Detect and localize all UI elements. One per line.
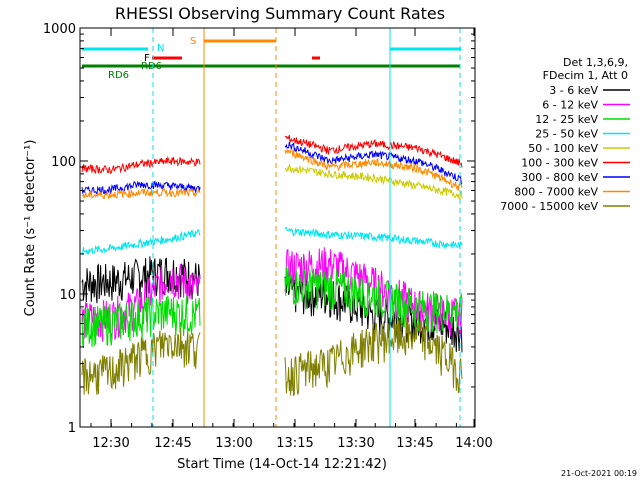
- series-line-8: [284, 318, 463, 397]
- legend-entry-label: 50 - 100 keV: [528, 142, 598, 155]
- legend-header: Det 1,3,6,9,: [563, 56, 628, 69]
- series-line-2: [284, 266, 463, 334]
- y-tick-label: 100: [51, 155, 76, 170]
- series-line-6: [81, 180, 201, 196]
- legend-entry-label: 800 - 7000 keV: [514, 186, 598, 199]
- time-markers: [152, 28, 461, 427]
- series-line-5: [81, 155, 201, 175]
- y-tick-label: 1000: [43, 22, 76, 37]
- flag-bars: NF S RD6 RD6: [82, 36, 461, 81]
- x-tick-label: 13:45: [396, 436, 433, 451]
- legend: Det 1,3,6,9,FDecim 1, Att 0 3 - 6 keV 6 - …: [500, 56, 630, 213]
- series-line-7: [81, 187, 201, 200]
- flag-label-f: F: [144, 53, 150, 64]
- legend-entry-label: 3 - 6 keV: [549, 84, 598, 97]
- series-line-7: [284, 148, 463, 191]
- series-line-3: [81, 229, 201, 256]
- series-line-2: [81, 295, 201, 349]
- y-tick-label: 1: [68, 421, 76, 436]
- data-layer: [81, 134, 463, 397]
- series-line-3: [284, 226, 463, 250]
- series-line-0: [81, 256, 201, 304]
- x-tick-label: 14:00: [455, 436, 492, 451]
- legend-entry-label: 100 - 300 keV: [521, 157, 598, 170]
- axes: 1 10 100 1000 12:30 12:45 13:00 13:15 13:30 13:45…: [43, 22, 493, 451]
- series-line-6: [284, 141, 463, 185]
- legend-entry-label: 7000 - 15000 keV: [500, 200, 598, 213]
- series-line-0: [284, 274, 463, 353]
- series-line-5: [284, 134, 463, 168]
- footer-timestamp: 21-Oct-2021 00:19: [561, 469, 637, 478]
- x-tick-label: 12:30: [92, 436, 129, 451]
- series-line-8: [81, 328, 201, 395]
- flag-label-n: N: [157, 43, 164, 54]
- chart-title: RHESSI Observing Summary Count Rates: [115, 4, 445, 23]
- flag-label-rd6: RD6: [108, 70, 129, 81]
- flag-label-rd6: RD6: [141, 61, 162, 72]
- x-tick-label: 12:45: [154, 436, 191, 451]
- y-axis-label: Count Rate (s⁻¹ detector⁻¹): [23, 140, 38, 317]
- x-axis-label: Start Time (14-Oct-14 12:21:42): [177, 457, 387, 472]
- x-tick-label: 13:00: [215, 436, 252, 451]
- series-line-4: [284, 163, 463, 200]
- y-tick-label: 10: [59, 288, 76, 303]
- legend-entry-label: 25 - 50 keV: [535, 128, 598, 141]
- x-tick-label: 13:30: [337, 436, 374, 451]
- plot-frame: [79, 27, 476, 428]
- legend-entry-label: 12 - 25 keV: [535, 113, 598, 126]
- legend-entry-label: 6 - 12 keV: [542, 99, 598, 112]
- legend-entry-label: 300 - 800 keV: [521, 171, 598, 184]
- x-tick-label: 13:15: [276, 436, 313, 451]
- flag-label-s: S: [190, 36, 196, 47]
- legend-header: FDecim 1, Att 0: [543, 69, 628, 82]
